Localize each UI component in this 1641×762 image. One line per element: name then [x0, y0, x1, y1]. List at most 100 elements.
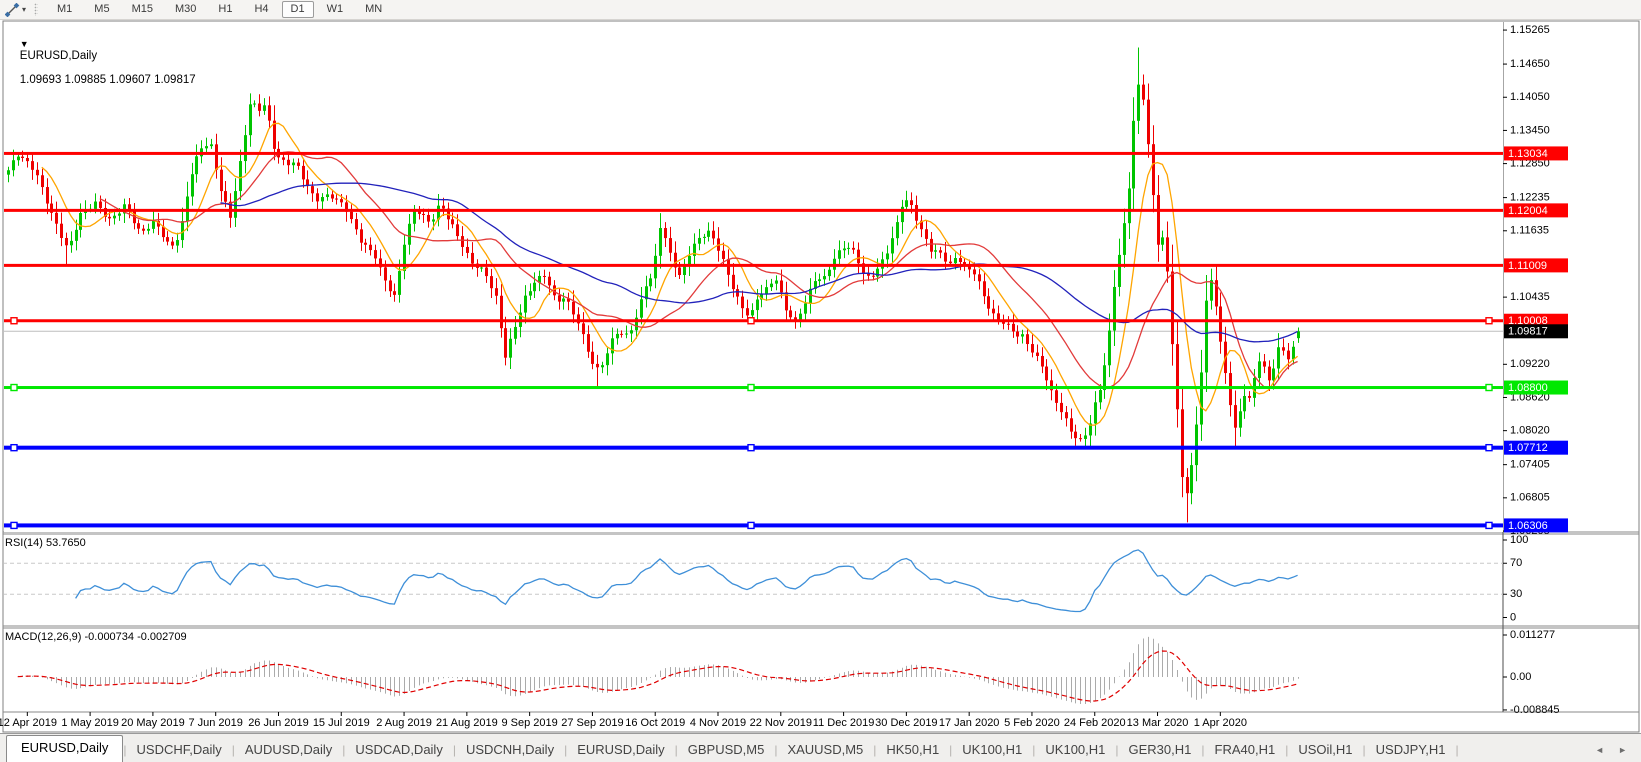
horizontal-line-1.12004[interactable] [3, 208, 1503, 212]
tab-separator: | [774, 743, 778, 757]
timeframe-buttons: M1 M5 M15 M30 H1 H4 D1 W1 MN [46, 1, 393, 18]
svg-text:1.12004: 1.12004 [1508, 205, 1548, 217]
timeframe-button-M15[interactable]: M15 [131, 3, 153, 15]
svg-text:1.15265: 1.15265 [1510, 24, 1550, 36]
line-handle[interactable] [10, 521, 18, 530]
tab-scroll-left-icon[interactable]: ◄ [1595, 745, 1605, 755]
line-handle[interactable] [1485, 521, 1493, 530]
main-price-panel [3, 22, 1503, 532]
timeframe-button-M5[interactable]: M5 [94, 3, 110, 15]
svg-text:-0.008845: -0.008845 [1510, 704, 1560, 716]
tab-scroll-right-icon[interactable]: ► [1618, 745, 1627, 755]
toolbar-grip-handle[interactable] [34, 3, 39, 16]
chart-tab-GER30-H1[interactable]: GER30,H1 [1128, 742, 1192, 757]
timeframe-button-M30[interactable]: M30 [174, 3, 197, 15]
svg-text:1.11009: 1.11009 [1508, 260, 1547, 272]
line-handle[interactable] [1485, 317, 1493, 325]
svg-text:1.07712: 1.07712 [1508, 442, 1548, 454]
svg-text:1.12850: 1.12850 [1510, 158, 1550, 170]
chart-tab-FRA40-H1[interactable]: FRA40,H1 [1214, 742, 1276, 757]
macd-values: -0.000734 -0.002709 [84, 631, 187, 643]
timeframe-button-W1[interactable]: W1 [326, 3, 344, 15]
candles-layer [7, 47, 1300, 523]
line-handle[interactable] [747, 383, 755, 392]
macd-indicator-label: MACD(12,26,9) -0.000734 -0.002709 [5, 631, 187, 643]
horizontal-line-1.07712[interactable] [3, 443, 1503, 452]
chart-tab-GBPUSD-M5[interactable]: GBPUSD,M5 [687, 742, 765, 757]
svg-text:1.09220: 1.09220 [1510, 358, 1550, 370]
svg-text:7 Jun 2019: 7 Jun 2019 [188, 717, 242, 729]
one-click-trading-toggle-icon[interactable]: ▼ [19, 39, 29, 49]
price-axis[interactable]: 1.15265 1.14650 1.14050 1.13450 1.12850 1.122… [1503, 24, 1568, 537]
line-handle[interactable] [10, 383, 18, 392]
chart-window-frame [2, 20, 1640, 733]
svg-text:1 May 2019: 1 May 2019 [61, 717, 118, 729]
line-handle[interactable] [747, 521, 755, 530]
crosshair-tool-icon[interactable] [3, 2, 21, 18]
tab-separator: | [342, 743, 346, 757]
rsi-panel [4, 549, 1503, 613]
line-handle[interactable] [1485, 383, 1493, 392]
svg-text:1 Apr 2020: 1 Apr 2020 [1194, 717, 1247, 729]
horizontal-line-1.10008[interactable] [3, 317, 1503, 325]
line-handle[interactable] [1485, 443, 1493, 452]
timeframe-button-H1[interactable]: H1 [218, 3, 233, 15]
horizontal-line-1.11009[interactable] [3, 263, 1503, 267]
chart-tab-HK50-H1[interactable]: HK50,H1 [886, 742, 940, 757]
horizontal-line-1.08800[interactable] [3, 383, 1503, 392]
svg-text:1.13450: 1.13450 [1510, 124, 1550, 136]
tab-separator: | [123, 743, 127, 757]
svg-text:70: 70 [1510, 557, 1522, 569]
macd-axis[interactable]: 0.011277 0.00 -0.008845 [1503, 629, 1560, 716]
chart-tab-EURUSD-Daily[interactable]: EURUSD,Daily [577, 742, 665, 757]
chart-tab-USDCHF-Daily[interactable]: USDCHF,Daily [136, 742, 222, 757]
line-handle[interactable] [747, 317, 755, 325]
rsi-name: RSI(14) [5, 537, 43, 549]
svg-text:9 Sep 2019: 9 Sep 2019 [501, 717, 557, 729]
line-handle[interactable] [10, 317, 18, 325]
date-axis[interactable]: 12 Apr 2019 1 May 2019 20 May 2019 7 Jun 20… [0, 712, 1247, 729]
timeframe-button-D1[interactable]: D1 [281, 1, 314, 18]
svg-text:30: 30 [1510, 588, 1522, 600]
svg-text:1.07405: 1.07405 [1510, 459, 1550, 471]
current-price-label: 1.09817 [1508, 326, 1548, 338]
chart-tab-UK100-H1[interactable]: UK100,H1 [1045, 742, 1106, 757]
line-handle[interactable] [10, 443, 18, 452]
chart-plot-area[interactable] [4, 22, 1503, 532]
rsi-axis[interactable]: 100 70 30 0 [1503, 534, 1528, 624]
timeframe-button-M1[interactable]: M1 [57, 3, 73, 15]
chart-tab-USDJPY-H1[interactable]: USDJPY,H1 [1375, 742, 1446, 757]
chart-tab-AUDUSD-Daily[interactable]: AUDUSD,Daily [244, 742, 333, 757]
svg-text:1.14050: 1.14050 [1510, 91, 1550, 103]
tab-separator: | [1285, 743, 1289, 757]
svg-text:0.011277: 0.011277 [1510, 629, 1555, 641]
svg-text:4 Nov 2019: 4 Nov 2019 [690, 717, 746, 729]
svg-text:1.11635: 1.11635 [1510, 225, 1549, 237]
tab-separator: | [1201, 743, 1205, 757]
svg-text:1.06805: 1.06805 [1510, 492, 1550, 504]
tab-separator: | [1362, 743, 1366, 757]
tab-separator: | [1115, 743, 1119, 757]
chart-ohlc-values: 1.09693 1.09885 1.09607 1.09817 [19, 74, 196, 86]
chart-tab-USOil-H1[interactable]: USOil,H1 [1298, 742, 1353, 757]
svg-text:12 Apr 2019: 12 Apr 2019 [0, 717, 57, 729]
tool-dropdown-caret-icon[interactable]: ▾ [22, 5, 27, 14]
horizontal-line-1.06306[interactable] [3, 521, 1503, 530]
chart-tab-UK100-H1[interactable]: UK100,H1 [962, 742, 1023, 757]
chart-tab-USDCNH-Daily[interactable]: USDCNH,Daily [465, 742, 555, 757]
tab-scroll-controls: ◄ ► [1595, 745, 1627, 762]
chart-tab-XAUUSD-M5[interactable]: XAUUSD,M5 [787, 742, 864, 757]
chart-title: ▼ EURUSD,Daily 1.09693 1.09885 1.09607 1… [7, 26, 196, 98]
svg-text:1.06306: 1.06306 [1508, 520, 1548, 532]
tab-separator: | [949, 743, 953, 757]
timeframe-button-MN[interactable]: MN [365, 3, 383, 15]
line-handle[interactable] [747, 443, 755, 452]
timeframe-button-H4[interactable]: H4 [254, 3, 269, 15]
svg-text:27 Sep 2019: 27 Sep 2019 [561, 717, 623, 729]
svg-text:2 Aug 2019: 2 Aug 2019 [376, 717, 432, 729]
tab-separator: | [674, 743, 678, 757]
chart-tab-USDCAD-Daily[interactable]: USDCAD,Daily [355, 742, 443, 757]
horizontal-line-1.13034[interactable] [3, 151, 1503, 155]
chart-tab-EURUSD-Daily[interactable]: EURUSD,Daily [6, 735, 124, 762]
